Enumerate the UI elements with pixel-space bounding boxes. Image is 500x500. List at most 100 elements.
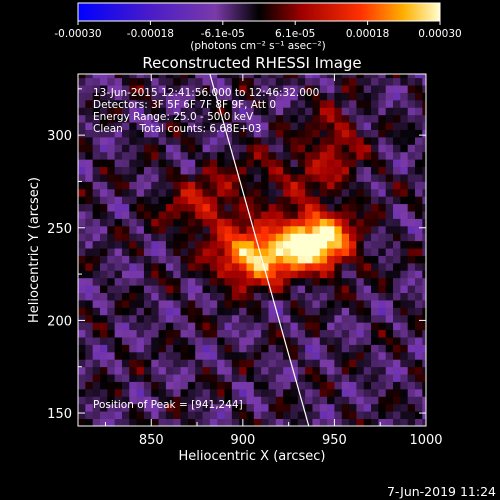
heatmap-cell bbox=[78, 411, 86, 419]
heatmap-cell bbox=[78, 114, 86, 123]
heatmap-cell bbox=[253, 211, 262, 219]
heatmap-cell bbox=[114, 396, 123, 405]
heatmap-cell bbox=[312, 122, 321, 130]
heatmap-cell bbox=[78, 166, 86, 175]
heatmap-cell bbox=[312, 262, 321, 271]
heatmap-cell bbox=[378, 255, 387, 264]
heatmap-cell bbox=[143, 411, 152, 419]
heatmap-cell bbox=[85, 381, 94, 390]
heatmap-cell bbox=[290, 151, 299, 160]
heatmap-cell bbox=[136, 151, 145, 160]
heatmap-cell bbox=[268, 388, 277, 397]
heatmap-cell bbox=[92, 262, 101, 271]
heatmap-cell bbox=[297, 337, 306, 345]
heatmap-cell bbox=[78, 248, 86, 256]
heatmap-cell bbox=[143, 329, 152, 338]
heatmap-cell bbox=[239, 396, 247, 405]
heatmap-cell bbox=[173, 166, 181, 175]
heatmap-cell bbox=[253, 292, 262, 301]
heatmap-cell bbox=[114, 314, 123, 323]
heatmap-cell bbox=[99, 166, 108, 175]
heatmap-cell bbox=[393, 396, 401, 405]
heatmap-cell bbox=[180, 270, 189, 279]
heatmap-cell bbox=[165, 270, 174, 279]
heatmap-cell bbox=[341, 329, 350, 338]
heatmap-cell bbox=[319, 381, 328, 390]
x-tick-label: 900 bbox=[230, 433, 255, 448]
heatmap-cell bbox=[319, 277, 328, 286]
heatmap-cell bbox=[363, 344, 372, 353]
heatmap-cell bbox=[407, 255, 416, 264]
heatmap-cell bbox=[151, 248, 159, 256]
heatmap-cell bbox=[107, 314, 116, 323]
heatmap-cell bbox=[92, 366, 101, 375]
heatmap-cell bbox=[393, 381, 401, 390]
heatmap-cell bbox=[378, 74, 387, 79]
heatmap-cell bbox=[129, 359, 138, 368]
heatmap-cell bbox=[165, 218, 174, 227]
heatmap-cell bbox=[217, 107, 225, 116]
heatmap-cell bbox=[422, 240, 426, 249]
heatmap-cell bbox=[158, 329, 167, 338]
heatmap-cell bbox=[143, 388, 152, 397]
heatmap-cell bbox=[385, 351, 394, 360]
heatmap-cell bbox=[246, 300, 255, 308]
heatmap-cell bbox=[143, 240, 152, 249]
heatmap-cell bbox=[202, 300, 211, 308]
heatmap-cell bbox=[334, 77, 343, 86]
heatmap-cell bbox=[114, 99, 123, 108]
heatmap-cell bbox=[253, 188, 262, 197]
heatmap-cell bbox=[195, 307, 203, 316]
heatmap-cell bbox=[415, 233, 423, 242]
heatmap-cell bbox=[422, 225, 426, 234]
heatmap-cell bbox=[78, 366, 86, 375]
heatmap-cell bbox=[422, 114, 426, 123]
heatmap-cell bbox=[78, 233, 86, 242]
heatmap-cell bbox=[114, 322, 123, 331]
heatmap-cell bbox=[319, 329, 328, 338]
heatmap-cell bbox=[158, 388, 167, 397]
heatmap-cell bbox=[165, 403, 174, 412]
heatmap-cell bbox=[239, 329, 247, 338]
heatmap-cell bbox=[422, 388, 426, 397]
heatmap-cell bbox=[349, 262, 357, 271]
heatmap-cell bbox=[378, 218, 387, 227]
heatmap-cell bbox=[217, 122, 225, 130]
heatmap-cell bbox=[202, 381, 211, 390]
heatmap-cell bbox=[415, 285, 423, 294]
heatmap-cell bbox=[195, 107, 203, 116]
heatmap-cell bbox=[151, 411, 159, 419]
heatmap-cell bbox=[415, 144, 423, 153]
heatmap-cell bbox=[378, 411, 387, 419]
heatmap-cell bbox=[85, 159, 94, 168]
heatmap-cell bbox=[378, 188, 387, 197]
heatmap-cell bbox=[114, 337, 123, 345]
heatmap-cell bbox=[143, 159, 152, 168]
heatmap-cell bbox=[268, 366, 277, 375]
heatmap-cell bbox=[158, 136, 167, 145]
heatmap-cell bbox=[158, 307, 167, 316]
heatmap-cell bbox=[114, 92, 123, 101]
heatmap-cell bbox=[151, 285, 159, 294]
heatmap-cell bbox=[195, 196, 203, 205]
heatmap-cell bbox=[202, 248, 211, 256]
heatmap-cell bbox=[99, 411, 108, 419]
heatmap-cell bbox=[341, 85, 350, 93]
heatmap-cell bbox=[290, 411, 299, 419]
heatmap-cell bbox=[422, 151, 426, 160]
heatmap-cell bbox=[231, 122, 240, 130]
heatmap-cell bbox=[378, 122, 387, 130]
heatmap-cell bbox=[283, 351, 291, 360]
heatmap-cell bbox=[195, 74, 203, 79]
heatmap-cell bbox=[283, 233, 291, 242]
heatmap-cell bbox=[173, 344, 181, 353]
heatmap-cell bbox=[121, 196, 130, 205]
heatmap-cell bbox=[151, 366, 159, 375]
heatmap-cell bbox=[378, 129, 387, 138]
heatmap-cell bbox=[334, 329, 343, 338]
heatmap-cell bbox=[158, 74, 167, 79]
heatmap-cell bbox=[378, 329, 387, 338]
heatmap-cell bbox=[187, 233, 196, 242]
heatmap-cell bbox=[99, 277, 108, 286]
heatmap-cell bbox=[319, 92, 328, 101]
